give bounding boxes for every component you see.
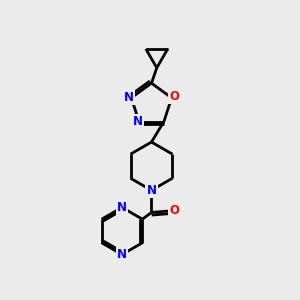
- Text: N: N: [124, 91, 134, 104]
- Text: N: N: [133, 115, 142, 128]
- Text: N: N: [117, 248, 127, 261]
- Text: O: O: [169, 205, 179, 218]
- Text: N: N: [146, 184, 157, 197]
- Text: O: O: [169, 90, 179, 103]
- Text: N: N: [117, 201, 127, 214]
